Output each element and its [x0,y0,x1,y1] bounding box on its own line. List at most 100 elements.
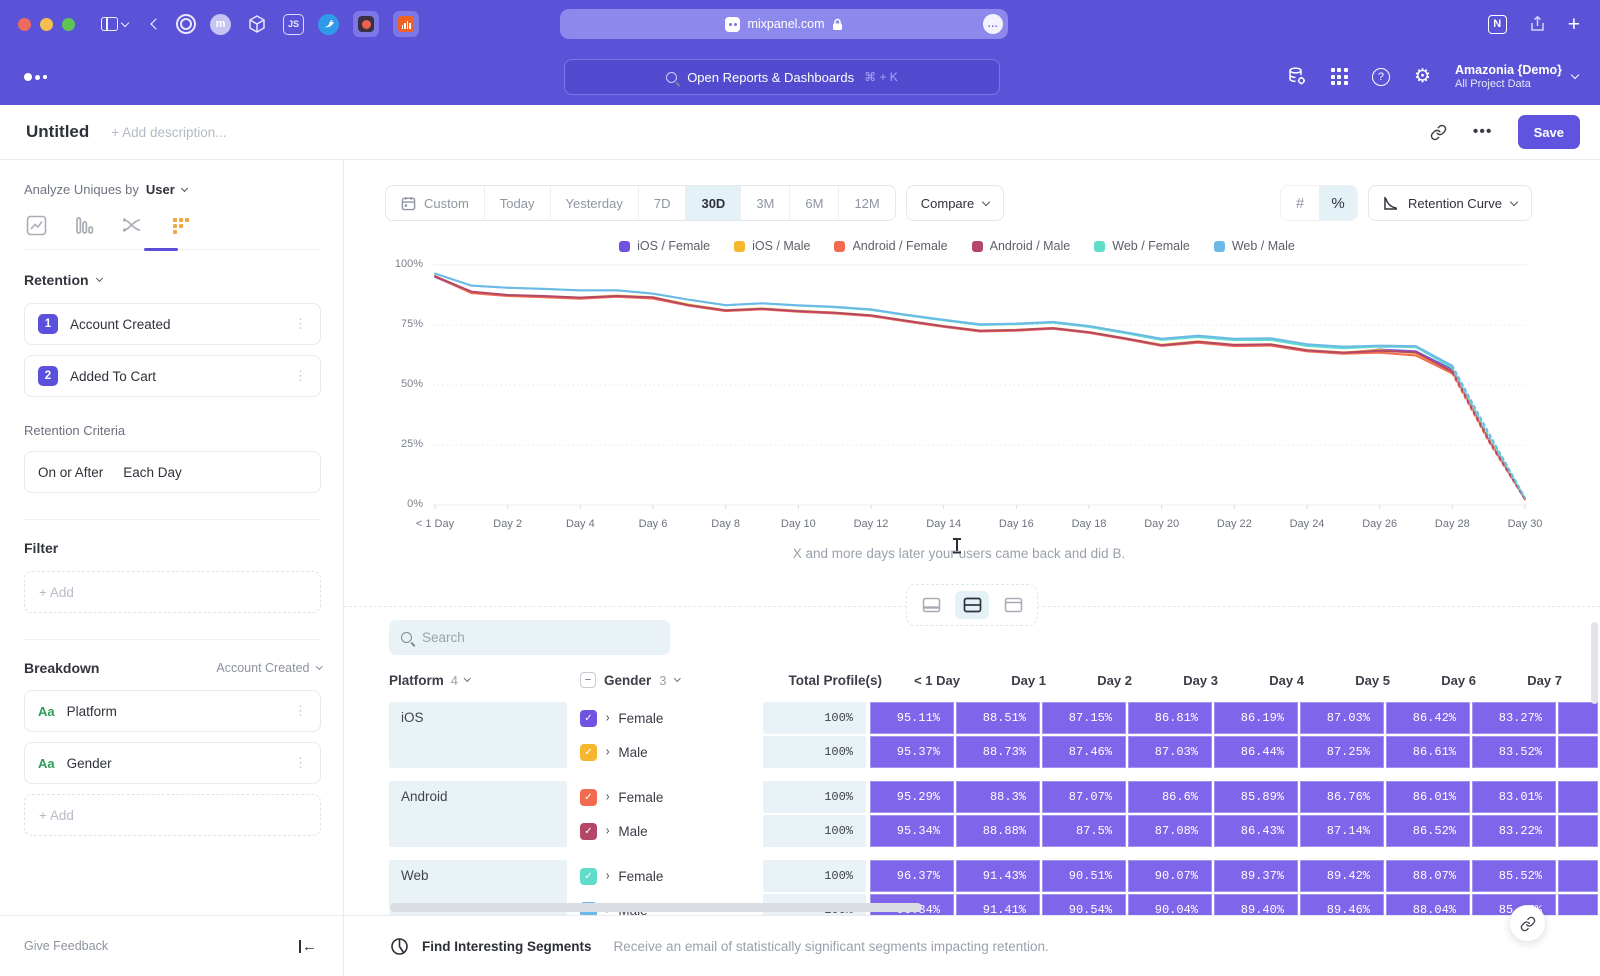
breakdown-platform[interactable]: Aa Platform ⋮ [24,690,321,732]
range-yesterday[interactable]: Yesterday [550,186,639,220]
range-custom[interactable]: Custom [386,186,485,220]
extension-badge-icon[interactable]: ... [983,14,1003,34]
tab-retention[interactable] [168,213,192,237]
add-description-button[interactable]: + Add description... [111,124,227,140]
retention-value-cell[interactable] [1558,702,1598,734]
criteria-interval-select[interactable]: Each Day [123,464,182,480]
day-column-header[interactable]: Day 2 [1097,672,1132,688]
monogram-m-extension-icon[interactable]: m [210,13,231,35]
save-button[interactable]: Save [1517,115,1580,149]
retention-value-cell[interactable]: 86.52% [1386,815,1470,847]
retention-value-cell[interactable]: 85.52% [1472,860,1556,892]
give-feedback-link[interactable]: Give Feedback [24,939,109,953]
range-7d[interactable]: 7D [638,186,687,220]
javascript-extension-icon[interactable]: JS [283,13,304,35]
tab-sidebar-toggle[interactable] [101,17,130,31]
kebab-menu-icon[interactable]: ⋮ [294,703,307,718]
retention-value-cell[interactable]: 88.88% [956,815,1040,847]
zoom-window-button[interactable] [62,17,75,31]
range-6m[interactable]: 6M [790,186,840,220]
retention-value-cell[interactable] [1558,815,1598,847]
legend-item[interactable]: Web / Female [1094,239,1190,253]
platform-column-header[interactable]: Platform 4 [389,673,580,688]
horizontal-scrollbar[interactable] [390,903,922,912]
chart-type-selector[interactable]: Retention Curve [1368,185,1532,221]
analyze-entity-selector[interactable]: User [145,182,175,197]
more-options-button[interactable]: ••• [1472,123,1493,140]
retention-value-cell[interactable]: 83.52% [1472,736,1556,768]
retention-value-cell[interactable] [1558,781,1598,813]
retention-value-cell[interactable]: 89.37% [1214,860,1298,892]
retention-value-cell[interactable]: 87.46% [1042,736,1126,768]
vertical-scrollbar[interactable] [1591,622,1598,704]
platform-cell[interactable]: Android [389,781,567,847]
bird-extension-icon[interactable] [318,13,339,35]
retention-value-cell[interactable]: 83.01% [1472,781,1556,813]
retention-value-cell[interactable]: 95.29% [870,781,954,813]
find-segments-button[interactable]: Find Interesting Segments [422,938,592,954]
series-checkbox[interactable]: ✓ [580,822,597,840]
kebab-menu-icon[interactable]: ⋮ [294,316,307,331]
retention-value-cell[interactable] [1558,736,1598,768]
retention-value-cell[interactable]: 87.14% [1300,815,1384,847]
project-selector[interactable]: Amazonia {Demo} All Project Data [1455,63,1580,90]
gender-column-header[interactable]: − Gender 3 [580,672,779,688]
tab-insights[interactable] [24,213,48,237]
retention-value-cell[interactable]: 90.07% [1128,860,1212,892]
retention-value-cell[interactable]: 86.61% [1386,736,1470,768]
add-filter-button[interactable]: + Add [24,571,321,613]
retention-value-cell[interactable]: 88.3% [956,781,1040,813]
chart-plot-area[interactable] [433,260,1527,512]
chart-only-layout-button[interactable] [914,591,948,619]
retention-value-cell[interactable]: 87.25% [1300,736,1384,768]
target-extension-icon[interactable] [176,14,196,34]
address-bar[interactable]: mixpanel.com ... [560,9,1008,39]
settings-gear-icon[interactable]: ⚙ [1413,66,1432,87]
range-today[interactable]: Today [484,186,551,220]
range-30d[interactable]: 30D [686,186,742,220]
retention-value-cell[interactable]: 86.42% [1386,702,1470,734]
day-column-header[interactable]: Day 1 [1011,672,1046,688]
kebab-menu-icon[interactable]: ⋮ [294,755,307,770]
retention-value-cell[interactable]: 89.46% [1300,894,1384,915]
tab-flows[interactable] [120,213,144,237]
retention-step-2[interactable]: 2 Added To Cart ⋮ [24,355,321,397]
retention-value-cell[interactable]: 95.37% [870,736,954,768]
retention-value-cell[interactable]: 96.37% [870,860,954,892]
cube-extension-icon[interactable] [245,12,269,36]
apps-grid-icon[interactable] [1330,68,1348,85]
retention-value-cell[interactable]: 87.07% [1042,781,1126,813]
retention-value-cell[interactable]: 85.89% [1214,781,1298,813]
series-checkbox[interactable]: ✓ [580,709,597,727]
retention-value-cell[interactable]: 90.51% [1042,860,1126,892]
retention-value-cell[interactable]: 90.04% [1128,894,1212,915]
retention-value-cell[interactable]: 95.34% [870,815,954,847]
retention-step-1[interactable]: 1 Account Created ⋮ [24,303,321,345]
day-column-header[interactable]: Day 6 [1441,672,1476,688]
retention-value-cell[interactable] [1558,860,1598,892]
copy-link-icon[interactable] [1422,115,1456,149]
new-tab-icon[interactable]: + [1567,12,1580,36]
expand-chevron-icon[interactable]: › [606,710,610,726]
add-breakdown-button[interactable]: + Add [24,794,321,836]
soundcloud-extension-icon[interactable] [393,11,419,37]
retention-value-cell[interactable]: 89.42% [1300,860,1384,892]
compare-button[interactable]: Compare [905,185,1005,221]
retention-value-cell[interactable]: 86.6% [1128,781,1212,813]
retention-section-header[interactable]: Retention [24,272,321,288]
report-title[interactable]: Untitled [26,122,90,141]
day-column-header[interactable]: Day 7 [1527,672,1562,688]
global-search-button[interactable]: Open Reports & Dashboards ⌘ + K [564,59,1000,95]
expand-chevron-icon[interactable]: › [606,823,610,839]
retention-value-cell[interactable]: 87.03% [1128,736,1212,768]
retention-value-cell[interactable]: 87.03% [1300,702,1384,734]
retention-value-cell[interactable]: 87.5% [1042,815,1126,847]
tab-funnels[interactable] [72,213,96,237]
series-checkbox[interactable]: ✓ [580,867,597,885]
day-column-header[interactable]: Day 4 [1269,672,1304,688]
expand-chevron-icon[interactable]: › [606,744,610,760]
breakdown-scope-selector[interactable]: Account Created [216,661,322,675]
legend-item[interactable]: iOS / Female [619,239,710,253]
legend-item[interactable]: Web / Male [1213,239,1295,253]
retention-value-cell[interactable]: 95.11% [870,702,954,734]
